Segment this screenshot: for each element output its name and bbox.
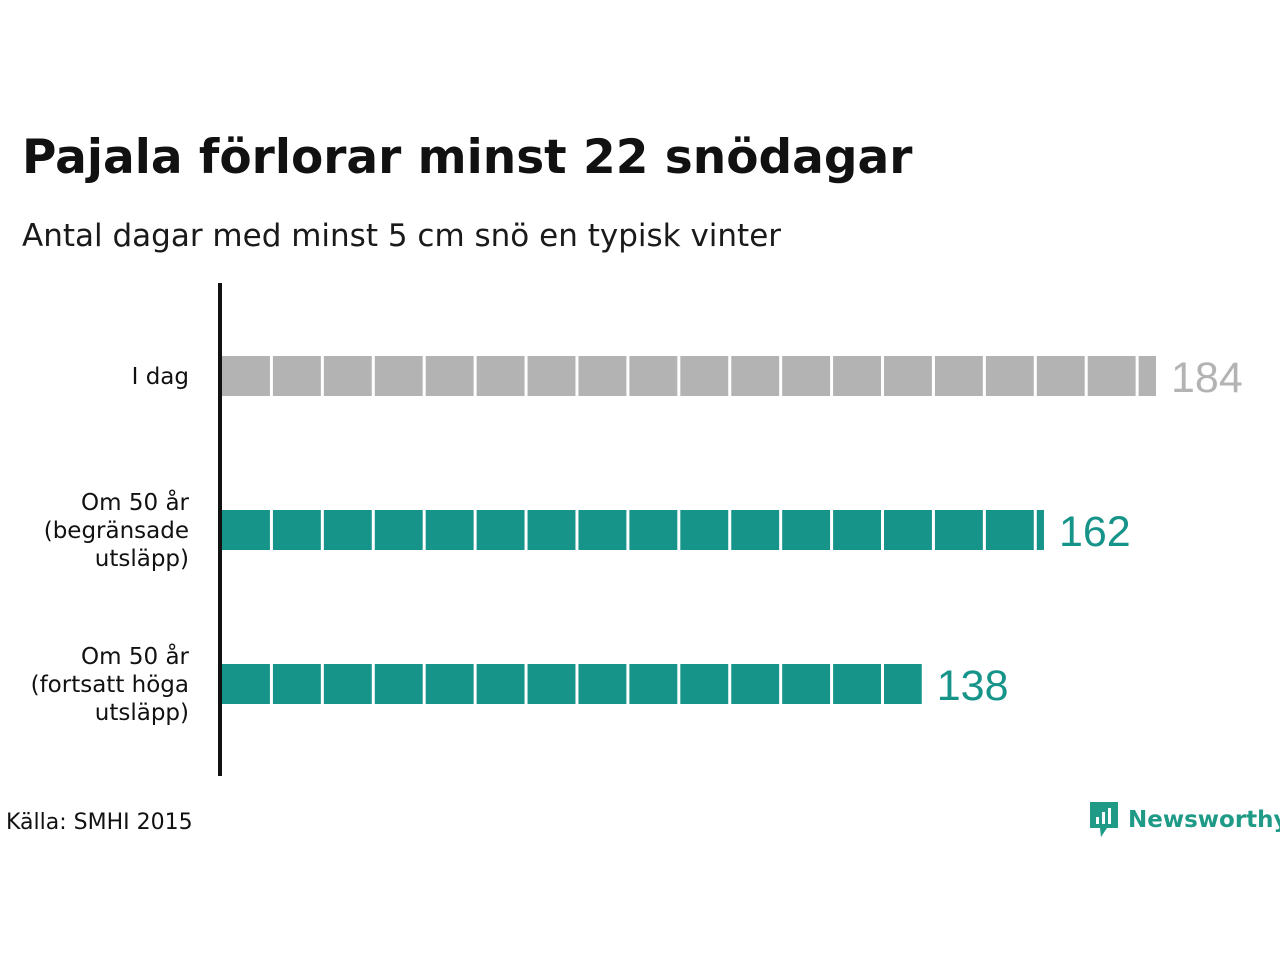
bar-block xyxy=(272,664,321,704)
newsworthy-logo-icon xyxy=(1090,802,1118,837)
bar-block xyxy=(731,356,780,396)
bar-block xyxy=(527,356,576,396)
bar-block xyxy=(527,664,576,704)
bar-block xyxy=(1087,356,1136,396)
bar-block xyxy=(476,664,525,704)
bar-block xyxy=(833,664,882,704)
bar-block xyxy=(884,510,932,550)
source-note: Källa: SMHI 2015 xyxy=(6,810,193,835)
bar-block xyxy=(833,356,882,396)
bar-block xyxy=(731,664,780,704)
bar-block xyxy=(1138,356,1156,396)
brand-logo: Newsworthy xyxy=(1088,800,1280,840)
bar-block xyxy=(374,510,423,550)
category-label: utsläpp) xyxy=(95,546,189,572)
category-label: Om 50 år xyxy=(81,488,189,516)
value-label: 162 xyxy=(1059,508,1131,556)
bar-block xyxy=(629,356,678,396)
category-label: (begränsade xyxy=(44,518,189,544)
bar-block xyxy=(680,356,729,396)
bar-block xyxy=(731,510,780,550)
bar-block xyxy=(222,664,270,704)
bar-block xyxy=(476,356,525,396)
bar-block xyxy=(323,664,372,704)
bar-block xyxy=(425,356,474,396)
bar-block xyxy=(425,510,474,550)
category-label: I dag xyxy=(132,364,189,390)
bar-block xyxy=(680,664,729,704)
category-label: Om 50 år xyxy=(81,642,189,670)
chart-title: Pajala förlorar minst 22 snödagar xyxy=(22,130,913,185)
bar-block xyxy=(629,664,678,704)
category-label: utsläpp) xyxy=(95,700,189,726)
category-label: (fortsatt höga xyxy=(31,672,189,698)
bar-block xyxy=(476,510,525,550)
bar-block xyxy=(934,510,983,550)
bar-block xyxy=(374,664,423,704)
value-label: 138 xyxy=(937,662,1009,710)
bar-block xyxy=(985,510,1034,550)
bar-block xyxy=(629,510,678,550)
bar-block xyxy=(578,510,627,550)
bar-block xyxy=(782,510,831,550)
bar-block xyxy=(272,510,321,550)
bar-block xyxy=(578,664,627,704)
bar-block xyxy=(884,664,922,704)
bar-block xyxy=(222,356,270,396)
bar-block xyxy=(425,664,474,704)
value-label: 184 xyxy=(1171,354,1243,402)
bar-block xyxy=(323,356,372,396)
bar-block xyxy=(833,510,882,550)
bar-block xyxy=(272,356,321,396)
bar-block xyxy=(374,356,423,396)
bar-block xyxy=(222,510,270,550)
bar-block xyxy=(527,510,576,550)
chart-subtitle: Antal dagar med minst 5 cm snö en typisk… xyxy=(22,218,782,254)
bar-block xyxy=(782,356,831,396)
bar-block xyxy=(680,510,729,550)
bar-block xyxy=(782,664,831,704)
bar-block xyxy=(1036,356,1085,396)
bar-block xyxy=(323,510,372,550)
bar-block xyxy=(985,356,1034,396)
bar-block xyxy=(1036,510,1044,550)
bar-block xyxy=(934,356,983,396)
brand-name: Newsworthy xyxy=(1128,807,1280,833)
bar-block xyxy=(578,356,627,396)
bar-block xyxy=(884,356,932,396)
